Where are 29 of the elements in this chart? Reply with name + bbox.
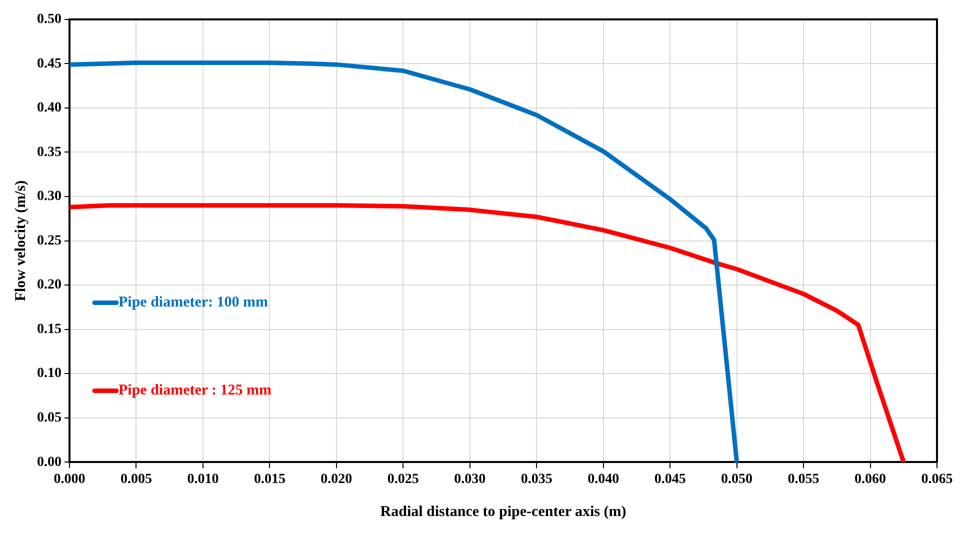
x-tick-label: 0.030	[454, 472, 486, 488]
y-tick-label: 0.20	[37, 278, 62, 293]
x-tick-label: 0.000	[54, 472, 86, 488]
y-tick-label: 0.35	[37, 144, 62, 160]
x-tick-label: 0.050	[721, 472, 753, 488]
legend-label: Pipe diameter : 125 mm	[118, 382, 272, 399]
y-tick-label: 0.00	[37, 454, 62, 470]
x-tick-label: 0.025	[387, 472, 419, 488]
x-tick-label: 0.005	[120, 472, 152, 488]
y-tick-label: 0.30	[37, 189, 62, 204]
x-tick-label: 0.040	[588, 472, 620, 488]
y-tick-label: 0.40	[37, 100, 62, 116]
y-axis-title: Flow velocity (m/s)	[12, 180, 29, 302]
x-tick-label: 0.035	[520, 472, 552, 488]
y-tick-label: 0.45	[37, 56, 62, 72]
x-tick-label: 0.055	[788, 472, 820, 488]
x-tick-label: 0.060	[854, 472, 886, 488]
x-tick-label: 0.015	[254, 472, 286, 488]
x-tick-label: 0.045	[654, 472, 686, 488]
x-axis-title: Radial distance to pipe-center axis (m)	[380, 504, 626, 520]
y-tick-label: 0.05	[37, 410, 62, 426]
y-tick-label: 0.25	[37, 233, 62, 248]
x-tick-label: 0.020	[320, 472, 352, 488]
legend-label: Pipe diameter: 100 mm	[118, 294, 269, 311]
x-tick-label: 0.010	[187, 472, 219, 488]
y-tick-label: 0.10	[37, 366, 62, 382]
y-tick-label: 0.15	[37, 322, 62, 337]
x-tick-label: 0.065	[921, 472, 953, 488]
y-tick-label: 0.50	[37, 12, 62, 28]
